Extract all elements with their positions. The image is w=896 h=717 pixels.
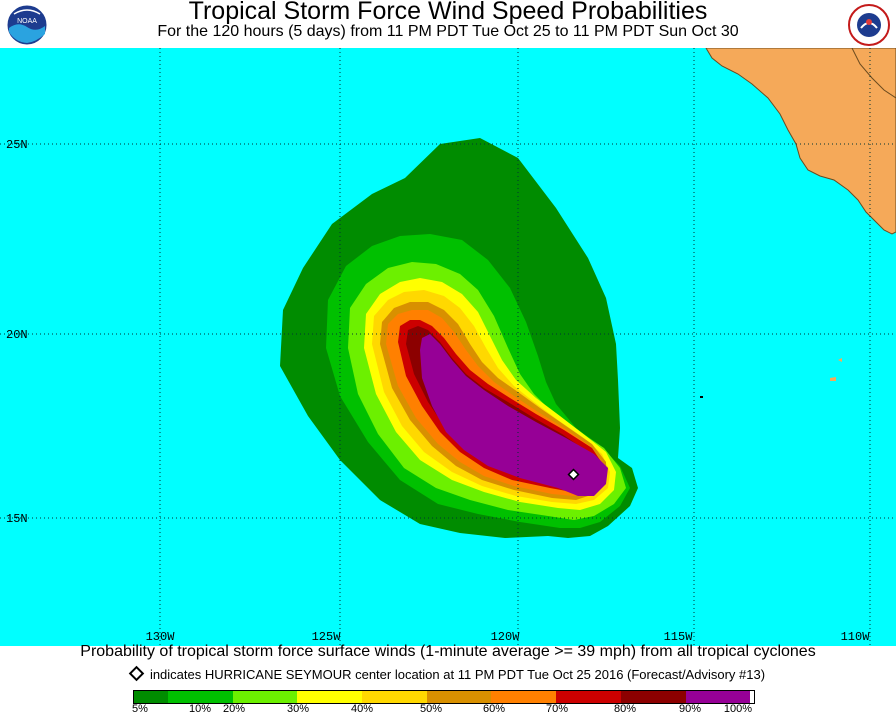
legend-swatch (168, 691, 233, 703)
legend-label: 80% (613, 703, 637, 715)
legend-label: 10% (188, 703, 212, 715)
mainland-mexico-land (851, 48, 896, 99)
legend-swatch (556, 691, 621, 703)
probability-map: 25N 20N 15N 130W 125W 120W 115W 110W (0, 48, 896, 646)
page-title: Tropical Storm Force Wind Speed Probabil… (188, 0, 708, 25)
lon-label-125w: 125W (312, 630, 342, 644)
lon-label-130w: 130W (146, 630, 176, 644)
lat-label-25n: 25N (6, 138, 28, 152)
legend-label: 20% (222, 703, 246, 715)
legend-swatch (134, 691, 168, 703)
legend-label: 30% (286, 703, 310, 715)
color-legend (133, 690, 755, 704)
legend-label: 5% (132, 703, 148, 715)
noaa-logo-text: NOAA (17, 18, 37, 25)
storm-location-note: indicates HURRICANE SEYMOUR center locat… (0, 665, 896, 684)
island-3 (700, 396, 703, 398)
legend-swatch (686, 691, 750, 703)
nws-logo (848, 4, 890, 46)
legend-swatch (233, 691, 297, 703)
storm-center-diamond (567, 468, 580, 481)
baja-california-land (705, 48, 896, 235)
legend-label: 60% (482, 703, 506, 715)
legend-swatch (362, 691, 427, 703)
legend-swatch (297, 691, 362, 703)
island-1 (838, 358, 842, 362)
legend-swatch (491, 691, 556, 703)
legend-labels: 5% 10% 20% 30% 40% 50% 60% 70% 80% 90% 100% (0, 703, 896, 717)
island-2 (830, 377, 836, 381)
map-caption: Probability of tropical storm force surf… (80, 643, 816, 660)
lon-label-110w: 110W (841, 630, 871, 644)
legend-label: 40% (350, 703, 374, 715)
legend-label: 90% (678, 703, 702, 715)
lon-label-120w: 120W (491, 630, 521, 644)
legend-label: 70% (545, 703, 569, 715)
lat-label-20n: 20N (6, 328, 28, 342)
legend-label: 100% (723, 703, 753, 715)
band-90 (420, 334, 608, 496)
lat-lon-grid (0, 48, 896, 646)
probability-bands (280, 138, 638, 538)
legend-swatch (621, 691, 686, 703)
legend-swatch (427, 691, 491, 703)
lon-label-115w: 115W (664, 630, 694, 644)
noaa-logo: NOAA (6, 4, 48, 46)
page-subtitle: For the 120 hours (5 days) from 11 PM PD… (157, 23, 739, 40)
legend-label: 50% (419, 703, 443, 715)
storm-location-text: indicates HURRICANE SEYMOUR center locat… (149, 667, 766, 682)
lat-label-15n: 15N (6, 512, 28, 526)
storm-marker-icon (128, 665, 145, 682)
